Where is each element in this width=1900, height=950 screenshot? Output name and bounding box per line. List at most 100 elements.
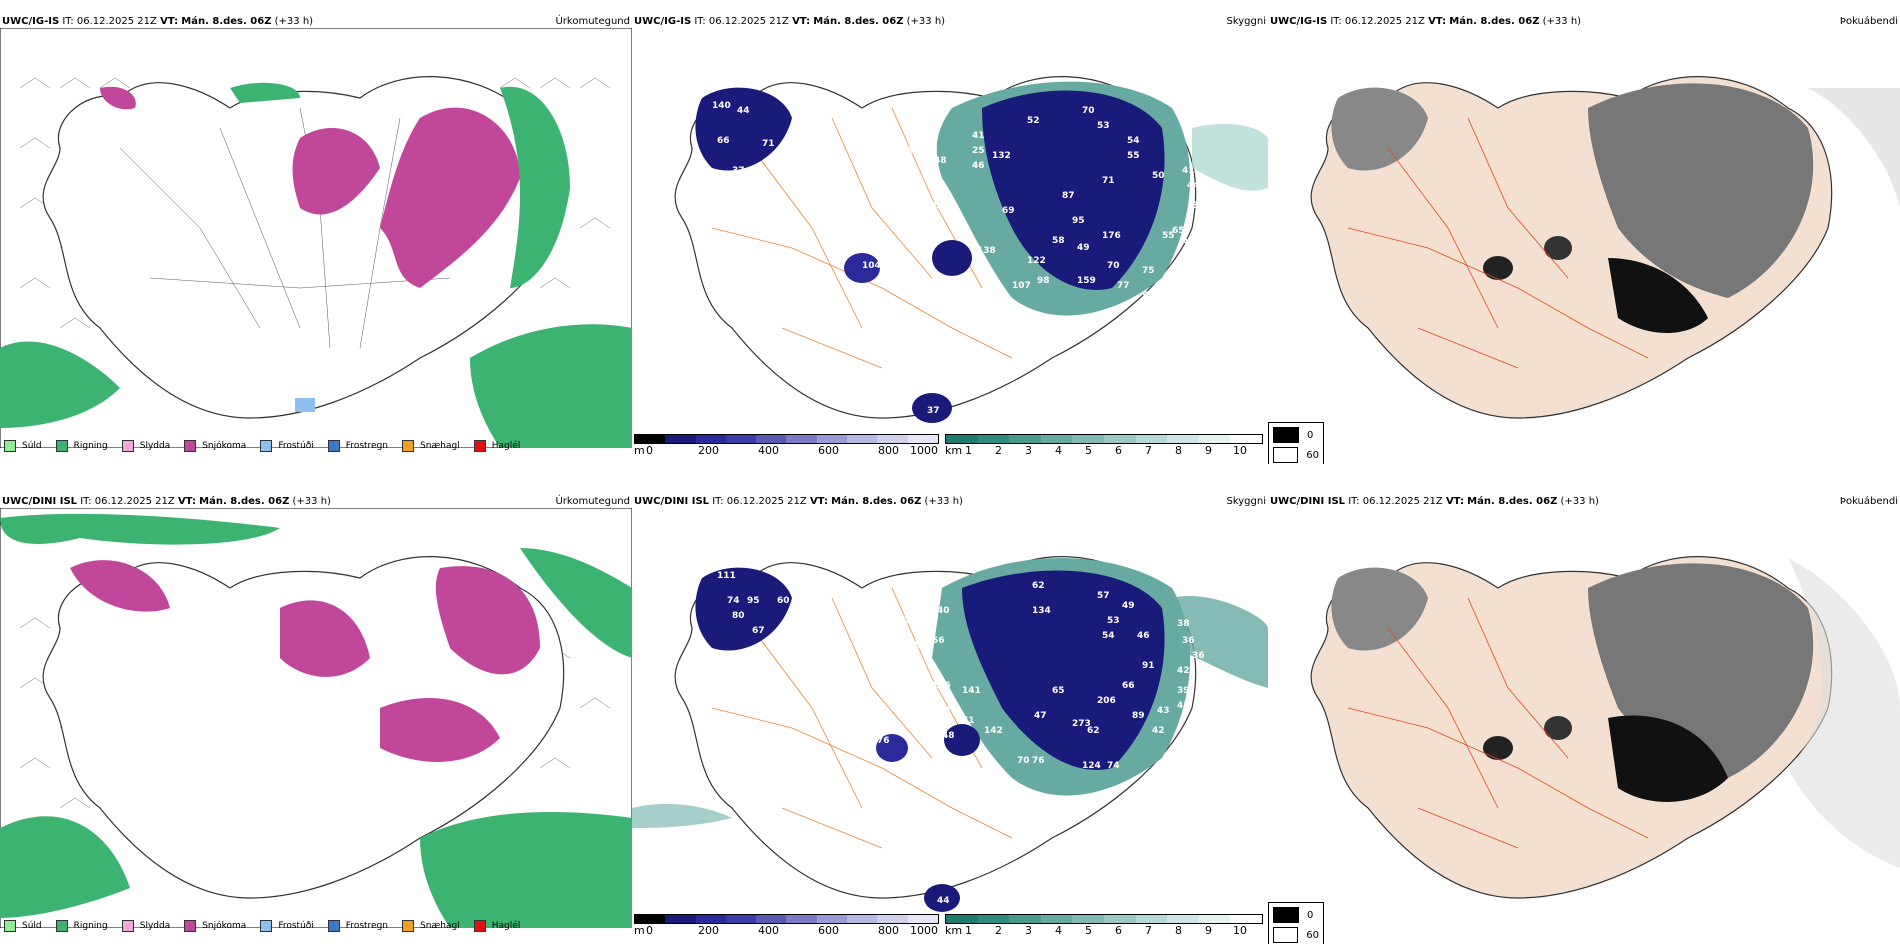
legend-item: Súld xyxy=(4,440,42,452)
svg-text:36: 36 xyxy=(1182,636,1195,646)
svg-text:71: 71 xyxy=(762,139,775,149)
panel-visibility-igis: UWC/IG-IS IT: 06.12.2025 21Z VT: Mán. 8.… xyxy=(632,14,1268,464)
svg-text:58: 58 xyxy=(1052,236,1065,246)
panel-fog-igis: UWC/IG-IS IT: 06.12.2025 21Z VT: Mán. 8.… xyxy=(1268,14,1900,464)
legend-item: Frostregn xyxy=(327,440,388,452)
svg-text:44: 44 xyxy=(737,106,750,116)
visibility-map: 140 44 66 71 79 37 104 56 48 56 58 41 25 46 132… xyxy=(674,76,1268,423)
legend-item: Rigning xyxy=(55,920,108,932)
svg-text:70: 70 xyxy=(1082,106,1095,116)
svg-text:41: 41 xyxy=(1182,166,1195,176)
svg-text:66: 66 xyxy=(717,136,730,146)
svg-text:91: 91 xyxy=(1142,661,1155,671)
svg-text:69: 69 xyxy=(1002,206,1015,216)
svg-text:66: 66 xyxy=(1122,681,1135,691)
svg-text:104: 104 xyxy=(862,261,881,271)
svg-text:44: 44 xyxy=(937,896,950,906)
svg-text:142: 142 xyxy=(984,726,1003,736)
panel-title: Þokuábendi xyxy=(1839,16,1898,27)
svg-text:41: 41 xyxy=(1177,701,1190,711)
svg-text:65: 65 xyxy=(1172,226,1185,236)
visibility-colorbar: km 1 2 3 4 5 6 7 8 9 10 xyxy=(945,914,1263,944)
svg-text:42: 42 xyxy=(1177,666,1190,676)
panel-title: Úrkomutegund xyxy=(555,496,630,507)
svg-text:49: 49 xyxy=(1122,601,1135,611)
visibility-colorbar: km 1 2 3 4 5 6 7 8 9 10 xyxy=(945,434,1263,464)
svg-text:76: 76 xyxy=(1032,756,1045,766)
fog-legend: 0 60 xyxy=(1268,902,1324,944)
fog-map xyxy=(1310,76,1900,419)
svg-text:107: 107 xyxy=(1012,281,1031,291)
legend-item: Snjókoma xyxy=(184,920,246,932)
panel-header: UWC/DINI ISL IT: 06.12.2025 21Z VT: Mán.… xyxy=(2,496,331,507)
svg-text:64: 64 xyxy=(887,266,900,276)
panel-header: UWC/IG-IS IT: 06.12.2025 21Z VT: Mán. 8.… xyxy=(634,16,946,27)
svg-text:52: 52 xyxy=(1027,116,1040,126)
svg-text:65: 65 xyxy=(1052,686,1065,696)
svg-text:74: 74 xyxy=(727,596,740,606)
height-colorbar: m 0 200 400 600 800 1000 xyxy=(634,914,939,944)
svg-text:61: 61 xyxy=(962,716,975,726)
svg-text:43: 43 xyxy=(1157,706,1170,716)
svg-text:25: 25 xyxy=(972,146,985,156)
legend-item: Snæhagl xyxy=(402,440,460,452)
svg-text:56: 56 xyxy=(932,636,945,646)
svg-text:52: 52 xyxy=(1182,236,1195,246)
svg-text:58: 58 xyxy=(912,671,925,681)
svg-text:132: 132 xyxy=(992,151,1011,161)
svg-text:153: 153 xyxy=(932,706,951,716)
svg-text:95: 95 xyxy=(1072,216,1085,226)
svg-text:56: 56 xyxy=(907,146,920,156)
panel-header: UWC/DINI ISL IT: 06.12.2025 21Z VT: Mán.… xyxy=(634,496,963,507)
panel-title: Skyggni xyxy=(1226,496,1266,507)
svg-text:70: 70 xyxy=(772,646,785,656)
svg-text:206: 206 xyxy=(1097,696,1116,706)
panel-header: UWC/DINI ISL IT: 06.12.2025 21Z VT: Mán.… xyxy=(1270,496,1599,507)
svg-text:36: 36 xyxy=(1192,651,1205,661)
precip-legend: Súld Rigning Slydda Snjókoma Frostúði Fr… xyxy=(4,920,534,932)
svg-text:89: 89 xyxy=(1132,711,1145,721)
svg-text:159: 159 xyxy=(1077,276,1096,286)
svg-text:49: 49 xyxy=(1077,243,1090,253)
svg-text:176: 176 xyxy=(932,681,951,691)
svg-text:67: 67 xyxy=(752,626,765,636)
svg-text:40: 40 xyxy=(937,606,950,616)
height-colorbar: m 0 200 400 600 800 1000 xyxy=(634,434,939,464)
precip-map xyxy=(0,28,632,448)
svg-text:57: 57 xyxy=(1142,291,1155,301)
panel-title: Úrkomutegund xyxy=(555,16,630,27)
svg-text:60: 60 xyxy=(777,596,790,606)
legend-item: Rigning xyxy=(55,440,108,452)
svg-text:50: 50 xyxy=(1152,171,1165,181)
svg-text:74: 74 xyxy=(1107,761,1120,771)
legend-item: Snjókoma xyxy=(184,440,246,452)
svg-text:87: 87 xyxy=(1062,191,1075,201)
svg-text:54: 54 xyxy=(1102,631,1115,641)
svg-text:106: 106 xyxy=(897,266,916,276)
panel-precip-type-dini: UWC/DINI ISL IT: 06.12.2025 21Z VT: Mán.… xyxy=(0,494,632,944)
legend-item: Haglél xyxy=(473,920,520,932)
panel-header: UWC/IG-IS IT: 06.12.2025 21Z VT: Mán. 8.… xyxy=(1270,16,1582,27)
svg-text:47: 47 xyxy=(1034,711,1047,721)
svg-text:80: 80 xyxy=(732,611,745,621)
svg-text:41: 41 xyxy=(972,131,985,141)
svg-text:53: 53 xyxy=(1097,121,1110,131)
legend-item: Slydda xyxy=(121,440,170,452)
precip-legend: Súld Rigning Slydda Snjókoma Frostúði Fr… xyxy=(4,440,534,452)
svg-text:70: 70 xyxy=(1107,261,1120,271)
svg-text:42: 42 xyxy=(1152,726,1165,736)
precip-map xyxy=(0,508,632,928)
legend-item: Súld xyxy=(4,920,42,932)
svg-text:55: 55 xyxy=(1127,151,1140,161)
legend-item: Frostregn xyxy=(327,920,388,932)
svg-text:46: 46 xyxy=(972,161,985,171)
fog-legend: 0 60 xyxy=(1268,422,1324,464)
svg-text:98: 98 xyxy=(1037,276,1050,286)
svg-text:141: 141 xyxy=(962,686,981,696)
legend-item: Snæhagl xyxy=(402,920,460,932)
svg-text:57: 57 xyxy=(1097,591,1110,601)
legend-item: Frostúði xyxy=(260,920,314,932)
svg-text:56: 56 xyxy=(922,171,935,181)
svg-text:53: 53 xyxy=(1107,616,1120,626)
